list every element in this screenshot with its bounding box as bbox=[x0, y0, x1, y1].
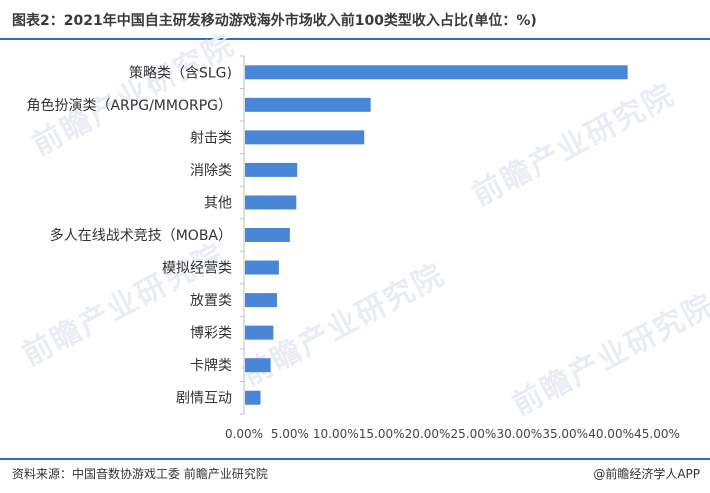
x-tick-label: 0.00% bbox=[225, 427, 263, 441]
category-label: 角色扮演类（ARPG/MMORPG） bbox=[26, 97, 232, 114]
x-tick-label: 25.00% bbox=[451, 427, 497, 441]
category-label: 放置类 bbox=[190, 293, 232, 309]
bar bbox=[245, 162, 298, 177]
chart-title: 图表2：2021年中国自主研发移动游戏海外市场收入前100类型收入占比(单位：%… bbox=[12, 13, 537, 29]
category-label: 剧情互动 bbox=[176, 391, 232, 407]
category-label: 其他 bbox=[204, 195, 232, 211]
x-tick-label: 10.00% bbox=[313, 427, 359, 441]
footer-rule bbox=[0, 458, 710, 460]
x-tick-label: 20.00% bbox=[405, 427, 451, 441]
x-tick-label: 30.00% bbox=[496, 427, 542, 441]
bar bbox=[245, 130, 365, 145]
bar bbox=[245, 260, 279, 275]
bar bbox=[245, 195, 297, 210]
category-label: 卡牌类 bbox=[190, 357, 232, 374]
bar bbox=[245, 390, 261, 405]
category-label: 模拟经营类 bbox=[162, 261, 232, 277]
source-note: 资料来源：中国音数协游戏工委 前瞻产业研究院 bbox=[12, 467, 268, 481]
category-label: 射击类 bbox=[190, 130, 232, 146]
title-rule bbox=[0, 38, 710, 40]
x-tick-label: 40.00% bbox=[588, 427, 634, 441]
category-label: 策略类（含SLG) bbox=[129, 64, 232, 81]
category-label: 博彩类 bbox=[190, 325, 232, 342]
x-tick-label: 45.00% bbox=[634, 427, 680, 441]
category-label: 消除类 bbox=[190, 163, 232, 179]
bar-chart: 策略类（含SLG) 角色扮演类（ARPG/MMORPG） 射击类消除类其他多人在线战… bbox=[26, 55, 680, 441]
bar bbox=[245, 228, 290, 242]
bar bbox=[245, 65, 628, 80]
bar bbox=[245, 358, 271, 373]
bar bbox=[245, 293, 278, 308]
x-tick-label: 5.00% bbox=[271, 427, 309, 441]
x-tick-label: 35.00% bbox=[542, 427, 588, 441]
x-tick-label: 15.00% bbox=[359, 427, 405, 441]
category-label: 多人在线战术竞技（MOBA） bbox=[50, 227, 232, 244]
bar bbox=[245, 97, 371, 112]
brand-label: @前瞻经济学人APP bbox=[593, 467, 700, 481]
bar bbox=[245, 325, 274, 340]
